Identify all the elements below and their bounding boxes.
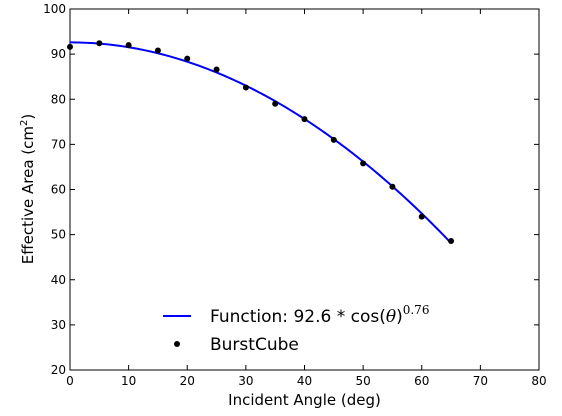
data-point — [330, 136, 337, 143]
x-tick-label: 20 — [180, 374, 195, 388]
x-tick-label: 30 — [238, 374, 253, 388]
y-tick-label: 100 — [43, 2, 66, 16]
y-axis-title-sup: 2 — [19, 120, 30, 126]
legend-scatter-label: BurstCube — [210, 335, 299, 355]
data-point — [272, 100, 279, 107]
y-tick-label: 70 — [51, 137, 66, 151]
data-point — [125, 42, 132, 49]
y-axis-title: Effective Area (cm2) — [19, 114, 37, 264]
tick-labels: 0 10 20 30 40 50 60 70 80 20 30 40 50 60 70 80 90 100 — [43, 2, 547, 388]
y-tick-label: 30 — [51, 318, 66, 332]
data-point — [213, 66, 220, 73]
fit-curve-line — [69, 41, 452, 244]
data-point — [360, 160, 367, 167]
x-tick-label: 50 — [355, 374, 370, 388]
data-point — [242, 84, 249, 91]
axis-ticks — [69, 8, 540, 371]
y-tick-label: 60 — [51, 183, 66, 197]
y-axis-title-close: ) — [19, 114, 37, 120]
legend: Function: 92.6 * cos(θ)0.76 BurstCube — [163, 303, 429, 355]
y-axis-title-main: Effective Area (cm — [19, 126, 37, 264]
y-tick-label: 90 — [51, 47, 66, 61]
legend-function-label: Function: 92.6 * cos(θ)0.76 — [210, 303, 429, 327]
legend-function-exp: 0.76 — [403, 303, 430, 317]
data-point — [96, 40, 103, 47]
legend-function-theta: θ — [386, 307, 396, 327]
x-tick-label: 70 — [473, 374, 488, 388]
data-point — [301, 116, 308, 123]
data-point — [418, 213, 425, 220]
y-tick-label: 40 — [51, 273, 66, 287]
data-point — [448, 237, 455, 244]
x-tick-label: 0 — [66, 374, 74, 388]
data-points — [67, 40, 455, 244]
data-point — [389, 183, 396, 190]
data-point — [154, 47, 161, 54]
legend-function-close: ) — [396, 307, 403, 327]
data-point — [184, 55, 191, 62]
x-tick-label: 40 — [297, 374, 312, 388]
x-tick-label: 10 — [121, 374, 136, 388]
y-tick-label: 80 — [51, 92, 66, 106]
legend-function-prefix: Function: 92.6 * cos( — [210, 307, 386, 327]
x-tick-label: 60 — [414, 374, 429, 388]
legend-point-swatch — [174, 341, 180, 347]
x-axis-title: Incident Angle (deg) — [228, 391, 381, 409]
data-point — [67, 43, 73, 50]
y-tick-label: 50 — [51, 228, 66, 242]
x-tick-label: 80 — [531, 374, 546, 388]
y-tick-label: 20 — [51, 363, 66, 377]
